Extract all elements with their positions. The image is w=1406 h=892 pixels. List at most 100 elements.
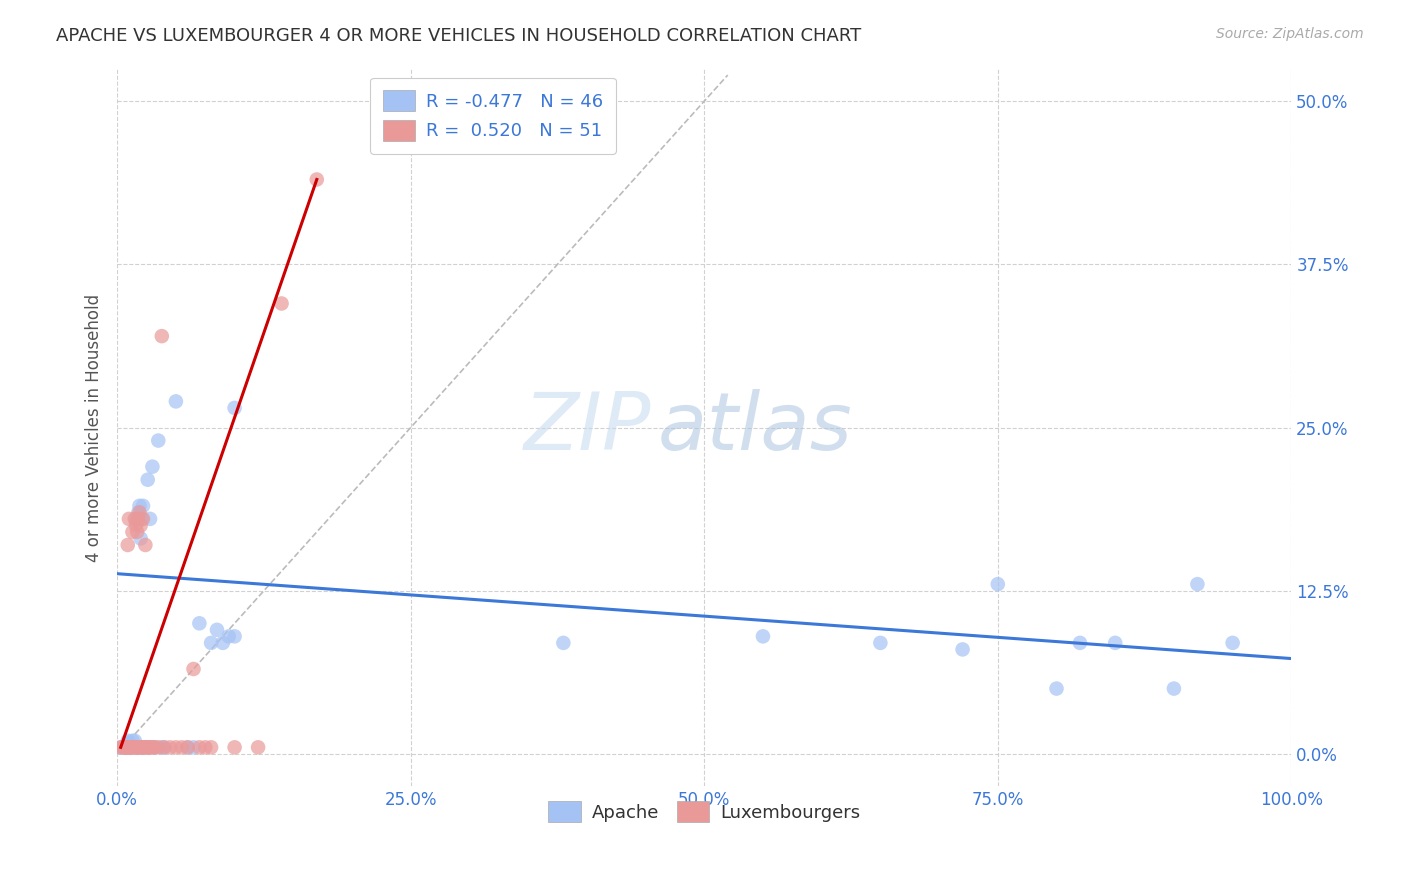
- Text: ZIP: ZIP: [524, 389, 651, 467]
- Point: [183, 740, 205, 755]
- Point: [127, 512, 149, 526]
- Point: [114, 740, 136, 755]
- Point: [129, 532, 152, 546]
- Point: [148, 740, 170, 755]
- Point: [117, 740, 139, 755]
- Point: [176, 740, 198, 755]
- Point: [112, 740, 135, 755]
- Point: [218, 629, 240, 643]
- Point: [118, 512, 141, 526]
- Point: [224, 740, 246, 755]
- Point: [143, 740, 166, 755]
- Point: [135, 740, 157, 755]
- Point: [132, 740, 155, 755]
- Point: [131, 512, 153, 526]
- Point: [110, 740, 132, 755]
- Y-axis label: 4 or more Vehicles in Household: 4 or more Vehicles in Household: [86, 293, 103, 562]
- Point: [224, 401, 246, 415]
- Point: [224, 629, 246, 643]
- Point: [143, 740, 166, 755]
- Point: [132, 512, 155, 526]
- Point: [141, 740, 163, 755]
- Point: [128, 505, 150, 519]
- Point: [153, 740, 176, 755]
- Point: [205, 623, 228, 637]
- Point: [127, 740, 149, 755]
- Point: [134, 740, 156, 755]
- Point: [127, 524, 149, 539]
- Point: [165, 394, 187, 409]
- Point: [188, 616, 211, 631]
- Point: [270, 296, 292, 310]
- Point: [121, 733, 143, 747]
- Point: [170, 740, 193, 755]
- Point: [952, 642, 974, 657]
- Point: [752, 629, 775, 643]
- Point: [120, 740, 142, 755]
- Point: [200, 636, 222, 650]
- Point: [150, 740, 173, 755]
- Point: [141, 740, 163, 755]
- Point: [1163, 681, 1185, 696]
- Point: [136, 473, 159, 487]
- Point: [120, 740, 142, 755]
- Point: [200, 740, 222, 755]
- Point: [115, 740, 138, 755]
- Point: [165, 740, 187, 755]
- Point: [134, 538, 156, 552]
- Text: Source: ZipAtlas.com: Source: ZipAtlas.com: [1216, 27, 1364, 41]
- Legend: Apache, Luxembourgers: Apache, Luxembourgers: [536, 789, 873, 835]
- Point: [141, 459, 163, 474]
- Point: [139, 740, 162, 755]
- Point: [114, 740, 136, 755]
- Point: [148, 434, 170, 448]
- Text: atlas: atlas: [657, 389, 852, 467]
- Point: [121, 524, 143, 539]
- Point: [120, 740, 142, 755]
- Point: [129, 740, 152, 755]
- Point: [112, 740, 135, 755]
- Point: [212, 636, 235, 650]
- Point: [124, 740, 146, 755]
- Point: [125, 740, 148, 755]
- Point: [1069, 636, 1091, 650]
- Point: [124, 512, 146, 526]
- Point: [112, 740, 135, 755]
- Point: [159, 740, 181, 755]
- Point: [131, 740, 153, 755]
- Point: [194, 740, 217, 755]
- Point: [869, 636, 891, 650]
- Point: [129, 740, 152, 755]
- Point: [139, 512, 162, 526]
- Point: [153, 740, 176, 755]
- Point: [128, 499, 150, 513]
- Point: [127, 505, 149, 519]
- Point: [117, 538, 139, 552]
- Point: [129, 518, 152, 533]
- Point: [188, 740, 211, 755]
- Point: [128, 740, 150, 755]
- Point: [135, 740, 157, 755]
- Point: [110, 740, 132, 755]
- Point: [127, 740, 149, 755]
- Point: [183, 662, 205, 676]
- Point: [125, 512, 148, 526]
- Point: [305, 172, 328, 186]
- Point: [112, 740, 135, 755]
- Point: [118, 740, 141, 755]
- Point: [115, 740, 138, 755]
- Point: [987, 577, 1010, 591]
- Point: [1045, 681, 1067, 696]
- Point: [122, 740, 145, 755]
- Point: [118, 740, 141, 755]
- Point: [117, 733, 139, 747]
- Point: [176, 740, 198, 755]
- Text: APACHE VS LUXEMBOURGER 4 OR MORE VEHICLES IN HOUSEHOLD CORRELATION CHART: APACHE VS LUXEMBOURGER 4 OR MORE VEHICLE…: [56, 27, 862, 45]
- Point: [136, 740, 159, 755]
- Point: [1222, 636, 1244, 650]
- Point: [150, 329, 173, 343]
- Point: [118, 736, 141, 750]
- Point: [125, 518, 148, 533]
- Point: [124, 733, 146, 747]
- Point: [117, 740, 139, 755]
